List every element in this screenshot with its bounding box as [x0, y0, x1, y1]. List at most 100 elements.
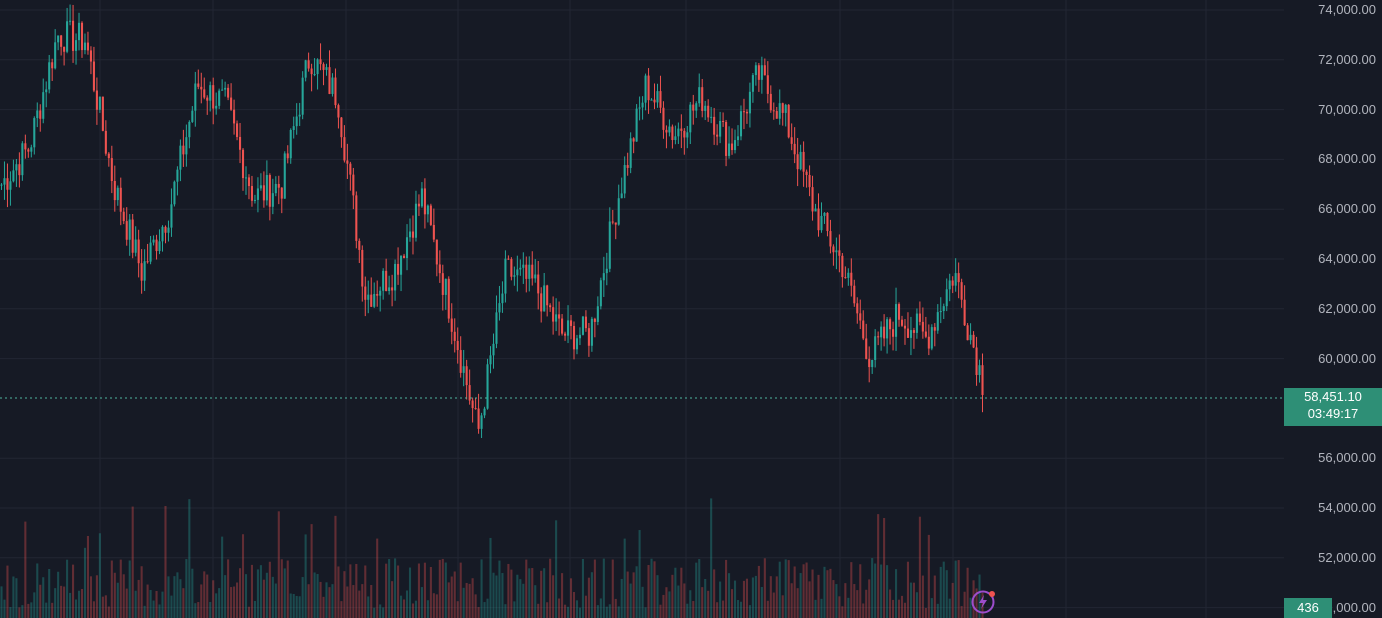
candle-body: [432, 224, 435, 240]
candle-body: [492, 343, 495, 356]
volume-tag: 436: [1284, 598, 1332, 618]
volume-bar: [918, 516, 921, 618]
volume-bar: [280, 559, 283, 618]
volume-bar: [12, 576, 15, 618]
candle-body: [352, 174, 355, 196]
candle-body: [152, 239, 155, 243]
volume-bar: [140, 566, 143, 618]
volume-bar: [704, 578, 707, 618]
volume-bar: [954, 560, 957, 618]
volume-bar: [569, 578, 573, 618]
candle-body: [316, 59, 319, 75]
volume-bar: [402, 599, 406, 618]
volume-bar: [820, 598, 823, 618]
candle-body: [188, 121, 191, 138]
volume-bar: [6, 565, 9, 618]
candle-body: [626, 165, 629, 168]
candle-body: [179, 145, 182, 170]
price-tick-label: 50,000.00: [1318, 599, 1376, 615]
candle-body: [355, 195, 358, 241]
volume-bar: [793, 566, 796, 618]
volume-bar: [647, 565, 650, 618]
volume-bar: [104, 595, 107, 618]
candle-body: [927, 336, 930, 349]
price-tick-label: 66,000.00: [1318, 201, 1376, 217]
volume-bar: [823, 566, 826, 618]
candle-body: [69, 20, 72, 22]
candle-body: [647, 75, 650, 101]
volume-bar: [414, 600, 418, 618]
candle-body: [6, 178, 9, 190]
lightning-icon[interactable]: [971, 590, 995, 614]
volume-bar: [36, 563, 39, 618]
volume-bar: [408, 567, 412, 618]
candle-body: [972, 334, 975, 348]
candle-body: [856, 303, 859, 314]
candle-body: [930, 327, 933, 349]
candle-body: [9, 181, 12, 190]
volume-bar: [98, 533, 101, 618]
candle-body: [880, 326, 883, 338]
volume-bar: [89, 576, 92, 618]
price-tick-label: 70,000.00: [1318, 101, 1376, 117]
candle-body: [125, 221, 128, 240]
volume-bar: [224, 575, 227, 618]
candle-body: [167, 227, 170, 233]
candle-body: [92, 61, 95, 91]
volume-bar: [513, 601, 516, 618]
candle-body: [48, 62, 51, 90]
volume-bar: [432, 593, 435, 618]
volume-bar: [30, 602, 33, 618]
volume-bar: [218, 588, 221, 618]
volume-bar: [903, 602, 907, 618]
candle-body: [340, 117, 343, 138]
candle-body: [572, 325, 576, 350]
candle-body: [668, 126, 671, 133]
volume-bar: [760, 587, 763, 618]
volume-bar: [83, 547, 87, 618]
candle-body: [868, 358, 871, 368]
volume-bar: [969, 597, 972, 618]
price-tick-label: 74,000.00: [1318, 2, 1376, 17]
volume-bar: [253, 600, 256, 618]
candle-body: [748, 91, 751, 114]
volume-bar: [379, 604, 382, 618]
candle-body: [808, 174, 811, 188]
candle-body: [483, 408, 486, 416]
candle-body: [680, 128, 683, 131]
candle-body: [271, 193, 274, 207]
candle-body: [74, 40, 78, 51]
volume-bar: [376, 538, 379, 618]
candle-body: [158, 241, 161, 252]
candle-body: [644, 75, 647, 103]
candle-body: [817, 208, 820, 231]
candle-body: [832, 246, 835, 253]
volume-bar: [695, 562, 698, 618]
volume-bar: [728, 573, 731, 618]
candle-body: [859, 313, 862, 321]
candle-body: [349, 163, 352, 175]
candle-body: [274, 183, 277, 194]
candle-body: [897, 304, 901, 320]
candle-body: [596, 306, 599, 322]
candle-body: [233, 109, 236, 124]
volume-bar: [784, 559, 787, 618]
candle-body: [444, 278, 447, 295]
candle-body: [420, 188, 423, 207]
volume-bar: [262, 579, 265, 618]
volume-bar: [507, 563, 510, 618]
volume-bar: [420, 587, 423, 618]
candle-body: [30, 147, 33, 152]
candle-body: [745, 111, 748, 114]
volume-bar: [826, 570, 829, 618]
volume-bar: [370, 585, 373, 618]
candle-body: [716, 134, 719, 137]
volume-bar: [665, 587, 668, 618]
volume-bar: [301, 577, 304, 618]
candle-body: [477, 408, 480, 429]
candle-body: [719, 120, 722, 137]
candle-body: [552, 307, 555, 322]
volume-bar: [814, 599, 817, 618]
volume-bar: [921, 575, 924, 618]
